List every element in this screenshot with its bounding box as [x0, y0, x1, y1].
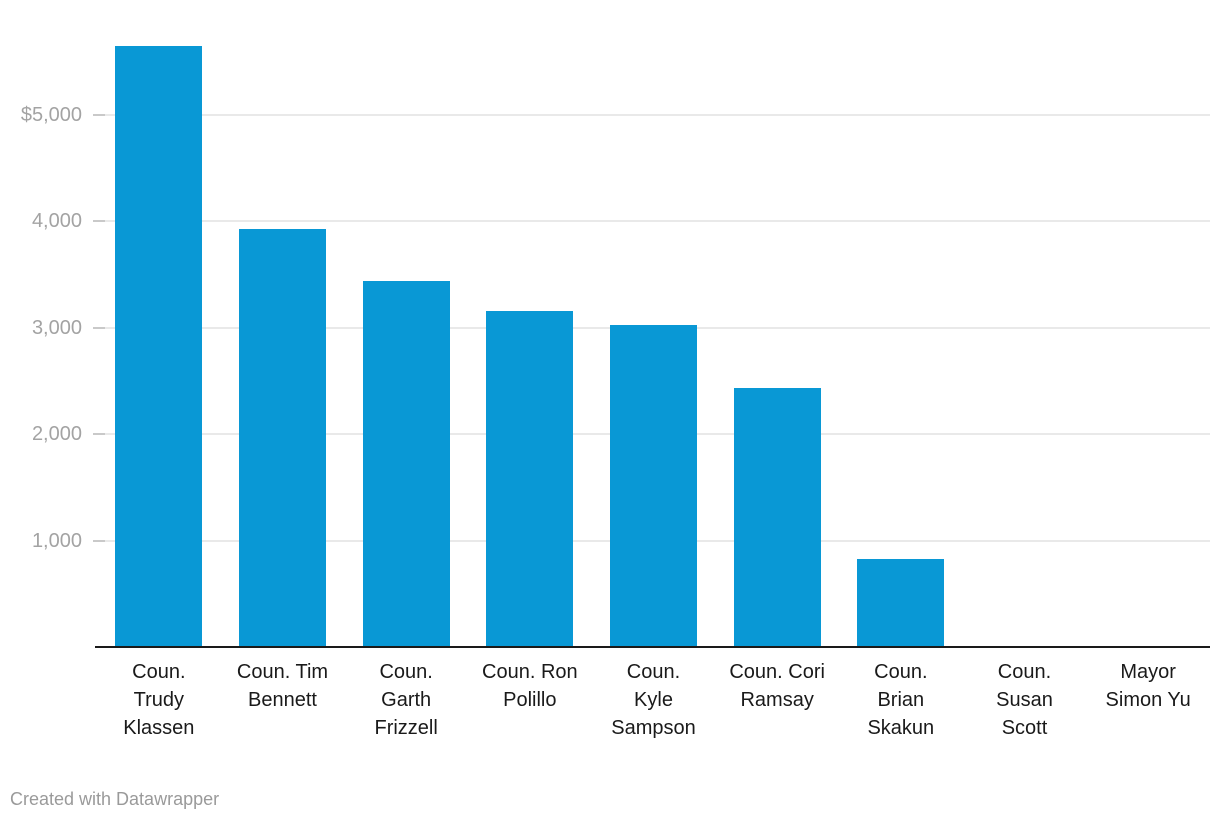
- datawrapper-credit-link[interactable]: Created with Datawrapper: [10, 789, 220, 809]
- x-axis-label-line: Coun.: [132, 661, 186, 683]
- x-axis-label-line: Trudy: [133, 689, 185, 711]
- x-axis-label-line: Brian: [877, 689, 925, 711]
- y-axis-label: 3,000: [31, 316, 82, 339]
- x-axis-label: Coun. Susan Scott: [963, 658, 1087, 742]
- y-tick-4000: [93, 220, 105, 223]
- x-axis-label-line: Coun. Tim: [236, 661, 329, 683]
- x-axis-label-line: Coun.: [379, 661, 433, 683]
- x-axis-label: Coun. Tim Bennett: [221, 658, 345, 714]
- bar[interactable]: [610, 324, 697, 647]
- x-axis-label-line: Klassen: [123, 717, 195, 739]
- x-axis-label-line: Garth: [381, 689, 432, 711]
- x-axis-label-line: Coun.: [626, 661, 681, 683]
- gridline-5000: [97, 114, 1210, 116]
- y-tick-3000: [93, 326, 105, 329]
- x-axis-label-line: Kyle: [634, 689, 673, 711]
- x-axis-label: Coun. Trudy Klassen: [97, 658, 221, 742]
- y-axis-label: 2,000: [31, 423, 82, 446]
- y-tick-1000: [93, 539, 105, 542]
- bar[interactable]: [857, 558, 945, 647]
- x-axis-label: Coun. Kyle Sampson: [592, 658, 716, 742]
- bar[interactable]: [733, 388, 821, 647]
- x-axis-label-line: Sampson: [611, 717, 696, 739]
- y-tick-5000: [93, 114, 105, 116]
- x-axis-label: Coun. Cori Ramsay: [715, 658, 839, 714]
- x-axis-label-line: Mayor: [1120, 661, 1176, 683]
- x-axis-label-line: Coun.: [874, 661, 928, 683]
- bar[interactable]: [239, 228, 326, 647]
- x-axis-label: Mayor Simon Yu: [1086, 658, 1210, 714]
- x-axis-label-line: Scott: [1001, 717, 1048, 739]
- x-axis-label-line: Coun.: [997, 661, 1052, 683]
- y-axis-label: $5,000: [20, 104, 82, 126]
- x-axis-label: Coun. Brian Skakun: [839, 658, 963, 742]
- x-axis-label-line: Simon Yu: [1105, 689, 1191, 711]
- x-axis-label-line: Bennett: [248, 689, 317, 711]
- x-axis-label-line: Polillo: [503, 689, 557, 711]
- x-axis-line: [95, 646, 1210, 648]
- x-axis-label-line: Coun. Cori: [729, 661, 825, 683]
- gridline-4000: [97, 220, 1210, 223]
- x-axis-label-line: Susan: [996, 689, 1053, 711]
- x-axis-label-line: Coun. Ron: [482, 661, 578, 683]
- x-axis-label-line: Ramsay: [740, 689, 814, 711]
- y-tick-2000: [93, 433, 105, 436]
- y-axis-label: 1,000: [31, 529, 82, 552]
- x-axis-label: Coun. Ron Polillo: [468, 658, 592, 714]
- x-axis-label-line: Frizzell: [374, 717, 438, 739]
- x-axis-label: Coun. Garth Frizzell: [344, 658, 468, 742]
- bar[interactable]: [486, 310, 574, 647]
- bar[interactable]: [115, 45, 203, 647]
- y-axis-label: 4,000: [31, 210, 82, 233]
- bar[interactable]: [362, 280, 450, 647]
- x-axis-label-line: Skakun: [867, 717, 935, 739]
